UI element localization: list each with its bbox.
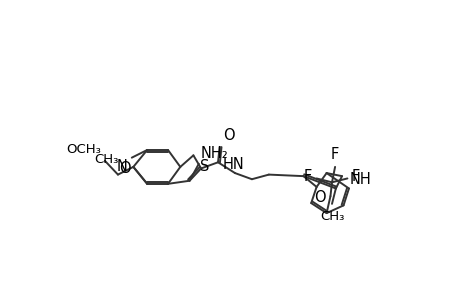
Text: O: O [119, 161, 131, 176]
Text: F: F [351, 169, 359, 184]
Text: O: O [313, 190, 325, 205]
Text: HN: HN [222, 157, 244, 172]
Text: NH: NH [349, 172, 371, 187]
Text: CH₃: CH₃ [94, 153, 118, 166]
Text: O: O [222, 128, 234, 143]
Text: CH₃: CH₃ [319, 210, 343, 223]
Text: F: F [330, 146, 338, 161]
Text: F: F [303, 169, 311, 184]
Text: N: N [117, 159, 128, 174]
Text: OCH₃: OCH₃ [66, 143, 101, 156]
Text: S: S [199, 159, 208, 174]
Text: NH₂: NH₂ [201, 146, 229, 161]
